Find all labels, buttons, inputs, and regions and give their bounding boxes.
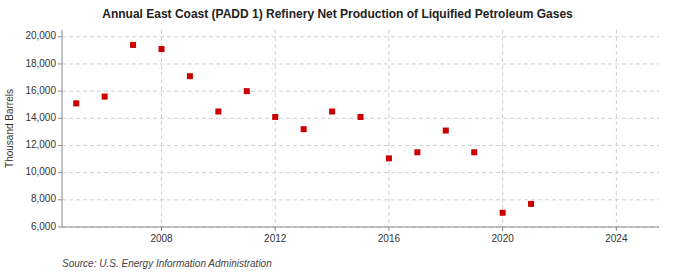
grid-line (62, 91, 659, 92)
y-tick-label: 14,000 (25, 112, 56, 123)
y-tick-label: 6,000 (31, 221, 56, 232)
points (73, 42, 534, 216)
point (471, 149, 477, 155)
y-axis-line (62, 30, 63, 227)
grid (62, 30, 659, 227)
grid-line (62, 199, 659, 200)
source: Source: U.S. Energy Information Administ… (62, 258, 272, 269)
y-axis-label: Thousand Barrels (4, 89, 15, 168)
grid-line (62, 145, 659, 146)
x-tick (388, 227, 389, 231)
title: Annual East Coast (PADD 1) Refinery Net … (102, 7, 573, 21)
grid-line (62, 36, 659, 37)
y-tick-label: 20,000 (25, 30, 56, 41)
point (528, 201, 534, 207)
grid-line (161, 30, 162, 227)
y-tick-label: 10,000 (25, 166, 56, 177)
axes: 6,000 8,000 10,000 12,000 14,000 16,000 18,000… (25, 30, 628, 244)
point (102, 94, 108, 100)
x-tick-label: 2016 (378, 233, 401, 244)
point (215, 109, 221, 115)
y-tick (58, 63, 62, 64)
grid-line (502, 30, 503, 227)
x-axis-line (62, 227, 659, 228)
chart: 6,000 8,000 10,000 12,000 14,000 16,000 18,000… (0, 0, 675, 275)
grid-line (62, 63, 659, 64)
grid-line (275, 30, 276, 227)
grid-line (62, 172, 659, 173)
x-tick-label: 2024 (605, 233, 628, 244)
point (187, 73, 193, 79)
grid-line (616, 30, 617, 227)
point (272, 114, 278, 120)
x-tick (275, 227, 276, 231)
y-tick (58, 145, 62, 146)
x-tick-label: 2012 (264, 233, 287, 244)
y-tick (58, 36, 62, 37)
y-tick (58, 91, 62, 92)
point (443, 128, 449, 134)
y-tick (58, 118, 62, 119)
grid-line (62, 227, 659, 228)
point (329, 109, 335, 115)
point (500, 210, 506, 216)
grid-line (388, 30, 389, 227)
y-tick-label: 8,000 (31, 193, 56, 204)
point (301, 126, 307, 132)
y-tick (58, 199, 62, 200)
point (358, 114, 364, 120)
x-tick (502, 227, 503, 231)
x-tick-label: 2020 (492, 233, 515, 244)
point (159, 46, 165, 52)
point (414, 149, 420, 155)
point (386, 155, 392, 161)
x-tick-label: 2008 (150, 233, 173, 244)
y-tick-label: 18,000 (25, 58, 56, 69)
x-tick (616, 227, 617, 231)
point (244, 88, 250, 94)
x-tick (161, 227, 162, 231)
y-tick (58, 227, 62, 228)
y-tick-label: 12,000 (25, 139, 56, 150)
y-tick (58, 172, 62, 173)
point (130, 42, 136, 48)
y-tick-label: 16,000 (25, 85, 56, 96)
point (73, 100, 79, 106)
